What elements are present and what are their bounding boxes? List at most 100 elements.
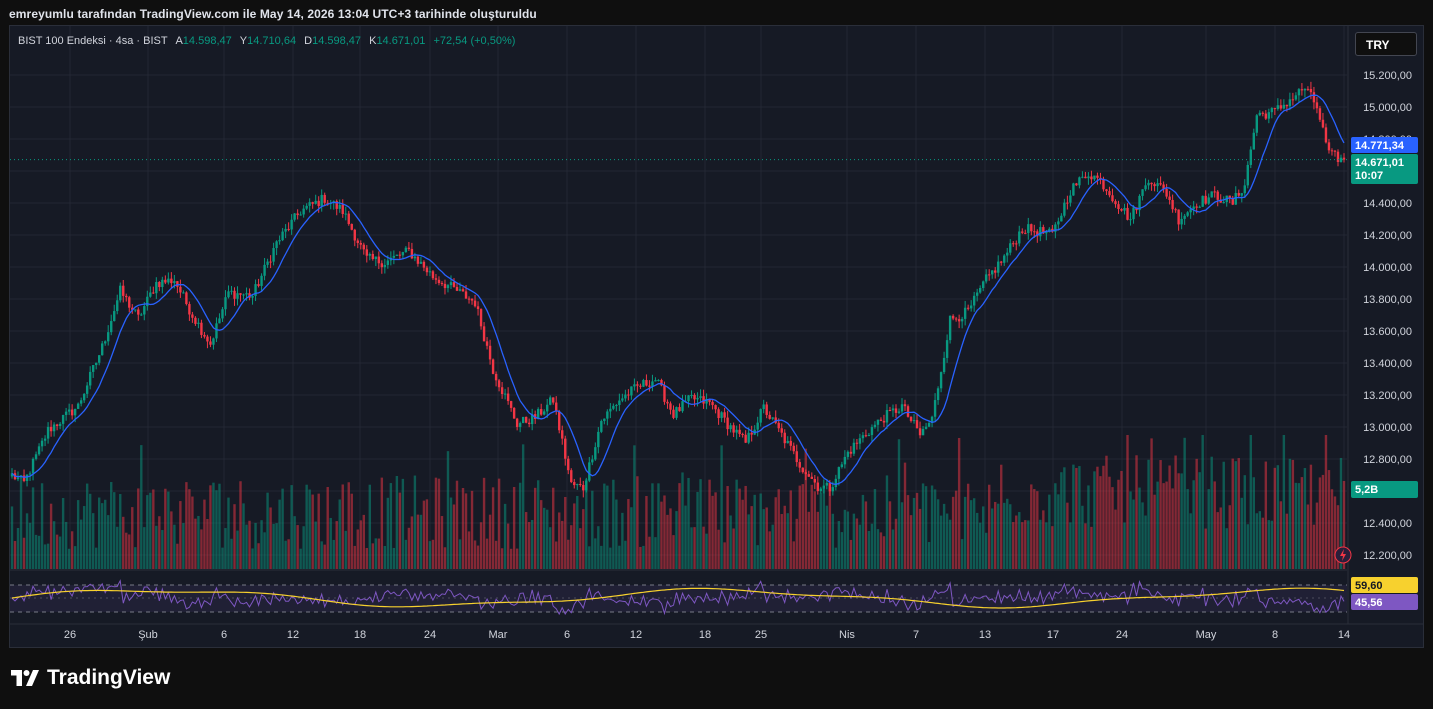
candle-body (747, 432, 750, 443)
volume-bar (1264, 461, 1268, 569)
volume-bar (131, 507, 134, 569)
candle-body (828, 482, 832, 492)
candle-body (1084, 176, 1087, 179)
candle-body (170, 278, 173, 284)
candle-body (609, 408, 612, 412)
candle-body (1195, 206, 1198, 208)
candle-body (374, 256, 378, 260)
volume-bar (768, 531, 771, 569)
candle-body (615, 404, 618, 406)
candle-body (488, 345, 492, 360)
volume-bar (1213, 481, 1216, 569)
candle-body (639, 385, 642, 387)
volume-bar (395, 475, 399, 569)
volume-bar (891, 529, 895, 569)
time-tick-label: 17 (1047, 629, 1059, 641)
candle-body (921, 428, 925, 436)
volume-bar (867, 530, 871, 569)
candle-body (1246, 164, 1249, 186)
candle-body (954, 318, 958, 320)
volume-bar (19, 478, 23, 569)
volume-bar (1000, 464, 1003, 569)
volume-bar (726, 486, 729, 569)
candle-body (122, 285, 125, 296)
candle-body (1132, 207, 1135, 220)
candle-body (230, 290, 233, 292)
candle-body (627, 394, 630, 396)
volume-bar (888, 501, 892, 569)
candle-body (362, 244, 365, 250)
volume-bar (161, 530, 164, 569)
volume-bar (473, 540, 477, 569)
candle-body (191, 314, 194, 318)
candle-body (521, 416, 525, 424)
candle-body (831, 487, 835, 492)
tradingview-logo[interactable]: TradingView (11, 666, 170, 690)
candle-body (422, 261, 426, 268)
volume-bar (1336, 505, 1340, 569)
volume-bar (732, 528, 735, 569)
volume-bar (1093, 471, 1096, 569)
candle-body (311, 202, 314, 204)
candle-body (82, 393, 86, 401)
candle-body (116, 300, 119, 312)
volume-bar (705, 533, 708, 569)
volume-bar (1222, 461, 1225, 569)
price-tick-label: 13.000,00 (1363, 422, 1412, 434)
candle-body (750, 432, 753, 435)
volume-bar (681, 472, 684, 569)
volume-bar (1009, 504, 1012, 569)
candle-body (948, 315, 952, 341)
volume-bar (94, 547, 98, 569)
rsi-ma-badge: 59,60 (1355, 580, 1383, 592)
candle-body (410, 248, 414, 259)
candle-body (1075, 183, 1078, 186)
candle-body (131, 307, 134, 310)
volume-bar (1060, 472, 1063, 569)
volume-bar (1006, 498, 1009, 569)
volume-bar (1003, 502, 1006, 569)
candle-body (909, 416, 913, 421)
candle-body (1219, 199, 1222, 203)
candle-body (1255, 115, 1259, 133)
volume-bar (738, 488, 741, 569)
volume-bar (774, 497, 777, 569)
volume-bar (963, 496, 967, 569)
volume-bar (1051, 526, 1054, 569)
volume-bar (85, 483, 89, 569)
candle-body (302, 208, 305, 215)
candle-body (197, 322, 200, 324)
candle-body (119, 285, 122, 301)
volume-bar (720, 445, 723, 569)
candle-body (759, 409, 762, 423)
volume-bar (666, 514, 669, 569)
candle-body (206, 336, 209, 342)
volume-bar (900, 502, 904, 569)
volume-bar (1237, 458, 1240, 569)
volume-bar (425, 499, 429, 569)
volume-bar (894, 518, 898, 569)
volume-bar (991, 508, 994, 569)
volume-bar (561, 520, 564, 569)
candle-body (1300, 89, 1304, 91)
candle-body (603, 418, 606, 422)
candle-body (840, 464, 844, 468)
candle-body (1129, 219, 1132, 221)
candle-body (1189, 209, 1192, 213)
candle-body (10, 473, 14, 477)
volume-bar (383, 545, 387, 569)
currency-button[interactable]: TRY (1355, 32, 1417, 56)
volume-bar (555, 541, 558, 569)
time-tick-label: 24 (424, 629, 436, 641)
volume-bar (536, 480, 540, 569)
candle-body (1279, 105, 1283, 109)
candle-body (792, 445, 795, 452)
rsi-ma-line (11, 587, 1345, 609)
volume-bar (840, 532, 844, 569)
candle-body (485, 341, 489, 346)
candle-body (239, 293, 242, 295)
volume-bar (873, 489, 877, 569)
candle-body (585, 480, 588, 491)
volume-bar (206, 518, 209, 569)
